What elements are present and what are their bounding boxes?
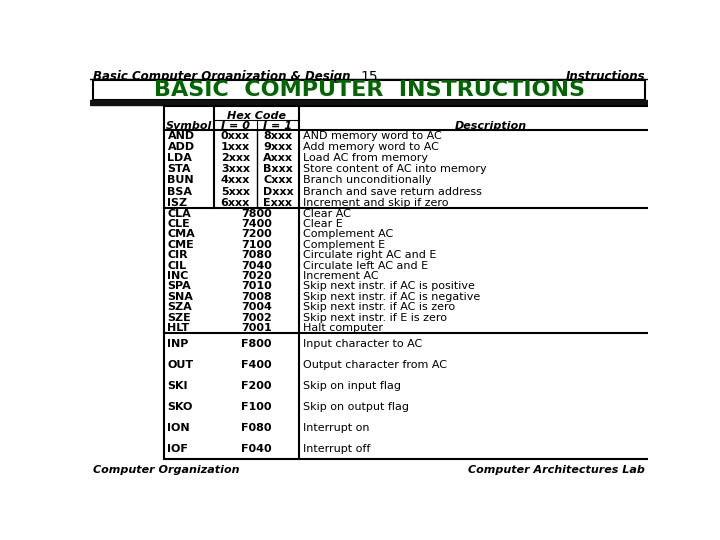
Text: F800: F800 xyxy=(241,339,272,349)
Text: 4xxx: 4xxx xyxy=(221,176,250,186)
Text: IOF: IOF xyxy=(168,443,189,454)
Text: Skip next instr. if AC is positive: Skip next instr. if AC is positive xyxy=(303,281,475,292)
Text: Skip next instr. if AC is negative: Skip next instr. if AC is negative xyxy=(303,292,480,302)
Text: 7400: 7400 xyxy=(241,219,272,229)
Text: Branch and save return address: Branch and save return address xyxy=(303,187,482,197)
Text: Cxxx: Cxxx xyxy=(264,176,293,186)
Text: 0xxx: 0xxx xyxy=(221,131,250,141)
Text: Interrupt off: Interrupt off xyxy=(303,443,371,454)
Text: BSA: BSA xyxy=(168,187,192,197)
Bar xyxy=(93,80,645,100)
Text: I = 1: I = 1 xyxy=(264,120,292,131)
Text: F100: F100 xyxy=(241,402,272,411)
Text: 2xxx: 2xxx xyxy=(221,153,250,163)
Text: Halt computer: Halt computer xyxy=(303,323,383,333)
Text: Interrupt on: Interrupt on xyxy=(303,423,369,433)
Text: I = 0: I = 0 xyxy=(221,120,250,131)
Text: BUN: BUN xyxy=(168,176,194,186)
Text: 3xxx: 3xxx xyxy=(221,164,250,174)
Text: F400: F400 xyxy=(241,360,272,369)
Text: OUT: OUT xyxy=(168,360,194,369)
Text: Skip next instr. if AC is zero: Skip next instr. if AC is zero xyxy=(303,302,455,312)
Text: 7008: 7008 xyxy=(241,292,272,302)
Text: CIR: CIR xyxy=(168,250,188,260)
Text: 6xxx: 6xxx xyxy=(221,198,250,208)
Text: Skip on input flag: Skip on input flag xyxy=(303,381,401,390)
Text: CME: CME xyxy=(168,240,194,250)
Text: F080: F080 xyxy=(241,423,272,433)
Text: Circulate right AC and E: Circulate right AC and E xyxy=(303,250,436,260)
Text: Complement E: Complement E xyxy=(303,240,385,250)
Text: Description: Description xyxy=(455,120,527,131)
Text: Instructions: Instructions xyxy=(565,70,645,83)
Text: AND memory word to AC: AND memory word to AC xyxy=(303,131,442,141)
Text: Bxxx: Bxxx xyxy=(263,164,293,174)
Text: Basic Computer Organization & Design: Basic Computer Organization & Design xyxy=(93,70,351,83)
Text: 7002: 7002 xyxy=(241,313,272,322)
Text: 7080: 7080 xyxy=(241,250,272,260)
Text: Skip on output flag: Skip on output flag xyxy=(303,402,409,411)
Text: STA: STA xyxy=(168,164,191,174)
Text: F040: F040 xyxy=(241,443,272,454)
Text: 7001: 7001 xyxy=(241,323,272,333)
Text: 7040: 7040 xyxy=(241,261,272,271)
Text: Exxx: Exxx xyxy=(264,198,292,208)
Text: SKI: SKI xyxy=(168,381,188,390)
Text: Branch unconditionally: Branch unconditionally xyxy=(303,176,432,186)
Text: SNA: SNA xyxy=(168,292,194,302)
Text: Increment and skip if zero: Increment and skip if zero xyxy=(303,198,449,208)
Text: 9xxx: 9xxx xyxy=(264,142,292,152)
Text: Axxx: Axxx xyxy=(263,153,293,163)
Text: Skip next instr. if E is zero: Skip next instr. if E is zero xyxy=(303,313,447,322)
Text: Add memory word to AC: Add memory word to AC xyxy=(303,142,439,152)
Bar xyxy=(163,106,683,459)
Text: F200: F200 xyxy=(241,381,272,390)
Text: INC: INC xyxy=(168,271,189,281)
Text: 7010: 7010 xyxy=(241,281,272,292)
Text: CIL: CIL xyxy=(168,261,186,271)
Text: Clear E: Clear E xyxy=(303,219,343,229)
Text: AND: AND xyxy=(168,131,194,141)
Text: 1xxx: 1xxx xyxy=(221,142,250,152)
Text: LDA: LDA xyxy=(168,153,192,163)
Text: Output character from AC: Output character from AC xyxy=(303,360,447,369)
Text: 8xxx: 8xxx xyxy=(264,131,292,141)
Text: Computer Organization: Computer Organization xyxy=(93,465,240,475)
Text: Symbol: Symbol xyxy=(166,120,212,131)
Text: 7800: 7800 xyxy=(241,208,272,219)
Text: CLA: CLA xyxy=(168,208,192,219)
Text: ISZ: ISZ xyxy=(168,198,188,208)
Text: SKO: SKO xyxy=(168,402,193,411)
Text: BASIC  COMPUTER  INSTRUCTIONS: BASIC COMPUTER INSTRUCTIONS xyxy=(153,80,585,100)
Text: INP: INP xyxy=(168,339,189,349)
Text: Input character to AC: Input character to AC xyxy=(303,339,423,349)
Bar xyxy=(90,100,648,105)
Text: Circulate left AC and E: Circulate left AC and E xyxy=(303,261,428,271)
Text: Hex Code: Hex Code xyxy=(227,111,286,120)
Text: 7200: 7200 xyxy=(241,230,272,239)
Text: Increment AC: Increment AC xyxy=(303,271,379,281)
Text: SPA: SPA xyxy=(168,281,192,292)
Text: Load AC from memory: Load AC from memory xyxy=(303,153,428,163)
Text: 7100: 7100 xyxy=(241,240,272,250)
Text: ION: ION xyxy=(168,423,190,433)
Text: CMA: CMA xyxy=(168,230,195,239)
Text: Complement AC: Complement AC xyxy=(303,230,393,239)
Text: Clear AC: Clear AC xyxy=(303,208,351,219)
Text: 7004: 7004 xyxy=(241,302,272,312)
Text: SZA: SZA xyxy=(168,302,192,312)
Text: CLE: CLE xyxy=(168,219,190,229)
Text: 7020: 7020 xyxy=(241,271,272,281)
Text: Computer Architectures Lab: Computer Architectures Lab xyxy=(468,465,645,475)
Text: 5xxx: 5xxx xyxy=(221,187,250,197)
Text: HLT: HLT xyxy=(168,323,189,333)
Text: Store content of AC into memory: Store content of AC into memory xyxy=(303,164,487,174)
Text: ADD: ADD xyxy=(168,142,194,152)
Text: Dxxx: Dxxx xyxy=(263,187,293,197)
Text: SZE: SZE xyxy=(168,313,192,322)
Text: 15: 15 xyxy=(360,70,378,84)
